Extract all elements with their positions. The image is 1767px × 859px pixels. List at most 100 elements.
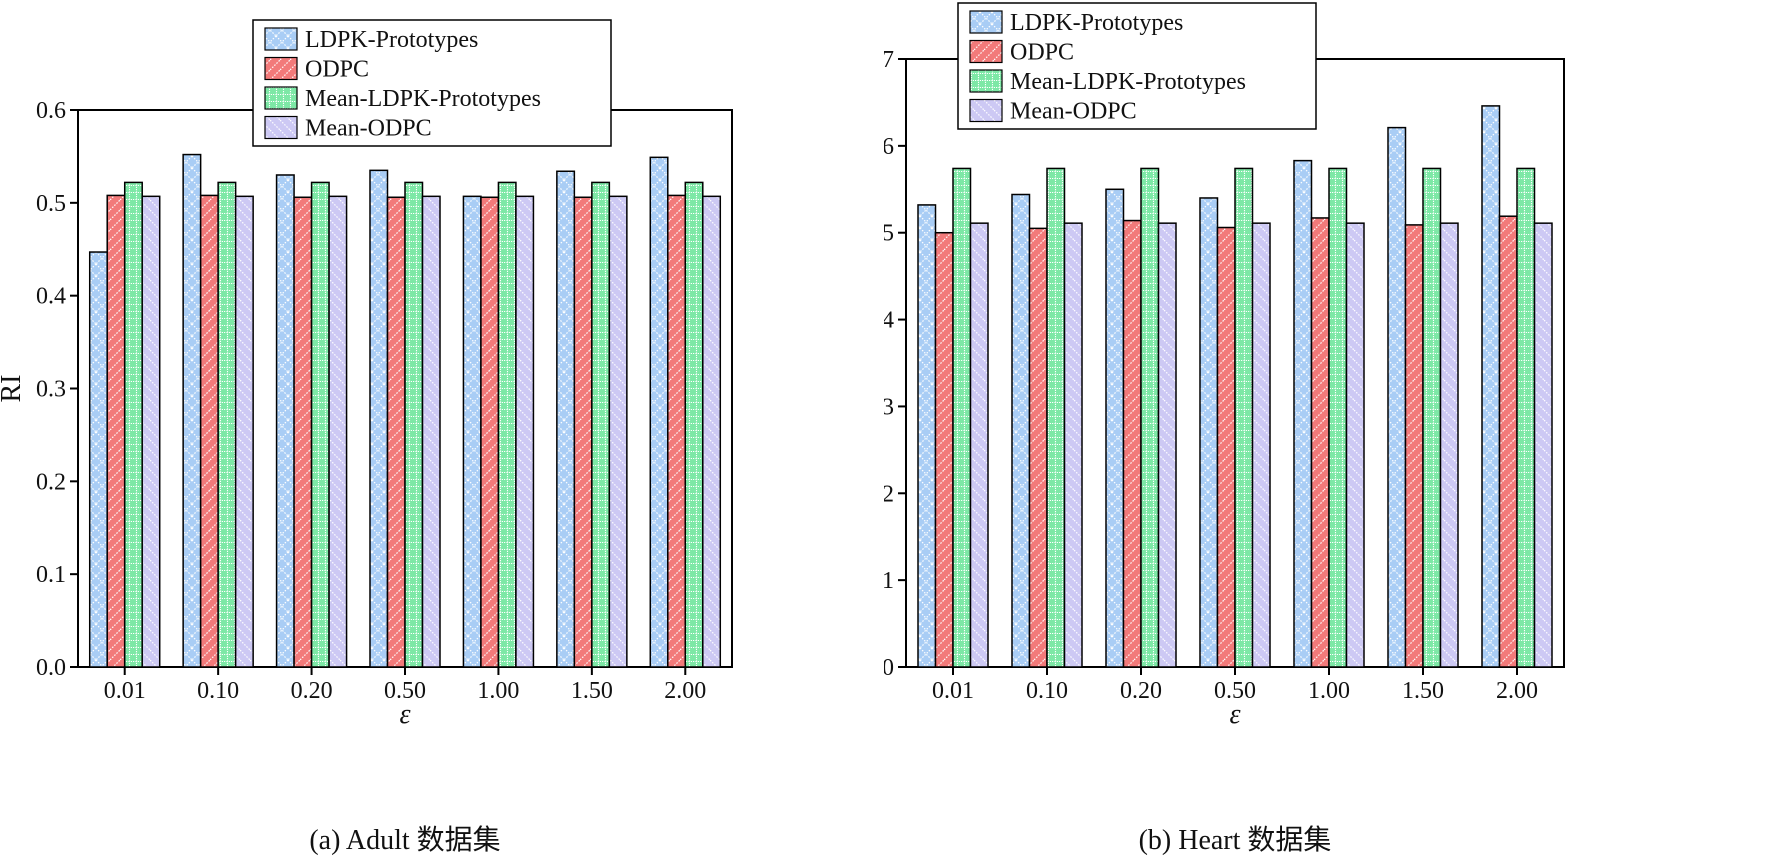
x-tick-label: 1.00 [1308,678,1350,704]
y-tick-label: 0.0 [36,655,66,681]
y-axis-title: RI [0,375,27,403]
bar-mean-ldpk-prototypes-1.00 [1328,167,1348,668]
bar-odpc-0.10 [199,194,219,668]
bar-odpc-0.20 [1122,219,1142,668]
x-tick-label: 0.20 [1120,678,1162,704]
chart-caption: (b) Heart 数据集 [1139,824,1332,856]
chart-svg: 0.0 0.1 0.2 0.3 0.4 0.5 0.6 0.01 0.10 0.20 0.50 1.0… [0,19,733,856]
bar-mean-ldpk-prototypes-0.10 [217,181,237,668]
y-tick-label: 0.0 [884,655,894,681]
legend-label: LDPK-Prototypes [1010,10,1183,36]
bar-odpc-1.50 [573,196,593,668]
x-tick-label: 0.50 [384,678,426,704]
bar-odpc-0.10 [1028,227,1048,668]
y-tick-label: 0.6 [36,98,66,124]
bar-mean-ldpk-prototypes-0.20 [1140,167,1160,668]
bar-odpc-2.00 [1498,215,1518,668]
bar-mean-odpc-0.10 [234,195,254,668]
legend-label: ODPC [305,57,369,83]
legend-swatch [264,86,298,110]
bar-mean-odpc-2.00 [702,195,722,668]
x-tick-label: 0.50 [1214,678,1256,704]
y-tick-label: 0.3 [36,377,66,403]
y-tick-label: 0.5 [884,221,894,247]
bar-mean-ldpk-prototypes-0.50 [1234,167,1254,668]
bar-ldpk-prototypes-0.10 [182,153,202,668]
bar-mean-ldpk-prototypes-0.01 [952,167,972,668]
bar-odpc-1.00 [1310,217,1330,668]
bar-mean-ldpk-prototypes-1.50 [1422,167,1442,668]
bar-mean-ldpk-prototypes-1.00 [497,181,517,668]
bar-odpc-0.50 [386,196,406,668]
bar-mean-odpc-0.50 [421,195,441,668]
legend-swatch [264,56,298,81]
legend-swatch [969,98,1003,123]
legend-swatch [969,69,1003,93]
legend-swatch [969,10,1003,34]
bar-mean-odpc-1.50 [1439,222,1459,668]
y-tick-label: 0.2 [884,481,894,507]
bar-ldpk-prototypes-0.01 [917,204,937,668]
bar-ldpk-prototypes-1.50 [1387,126,1407,668]
legend-box [252,19,612,147]
bar-mean-odpc-0.20 [1157,222,1177,668]
legend-swatch [264,115,298,140]
bar-mean-odpc-0.01 [141,195,161,668]
legend-label: Mean-LDPK-Prototypes [305,86,541,112]
legend-box [957,2,1317,130]
x-tick-label: 0.10 [197,678,239,704]
bar-mean-ldpk-prototypes-1.50 [591,181,611,668]
x-tick-label: 0.01 [932,678,974,704]
bar-mean-ldpk-prototypes-2.00 [1516,167,1536,668]
y-tick-label: 0.4 [884,308,894,334]
x-axis-title: ε [399,699,410,730]
x-tick-label: 1.00 [477,678,519,704]
bar-odpc-0.01 [934,231,954,668]
bar-mean-odpc-1.00 [515,195,535,668]
legend: LDPK-Prototypes ODPC Mean-LDPK-Prototypes M… [957,2,1317,130]
bar-ldpk-prototypes-0.20 [275,174,295,668]
y-tick-label: 0.2 [36,469,66,495]
y-tick-label: 0.5 [36,191,66,217]
bar-mean-ldpk-prototypes-2.00 [684,181,704,668]
bar-ldpk-prototypes-0.50 [369,169,389,668]
legend-swatch [969,39,1003,64]
bar-odpc-1.50 [1404,224,1424,668]
legend-label: Mean-ODPC [1010,99,1137,125]
x-tick-label: 0.10 [1026,678,1068,704]
bar-ldpk-prototypes-1.00 [1293,159,1313,668]
bar-mean-odpc-1.00 [1345,222,1365,668]
bar-mean-ldpk-prototypes-0.01 [123,181,143,668]
bar-ldpk-prototypes-0.01 [88,251,108,668]
chart-panel-heart: 0.0 0.1 0.2 0.3 0.4 0.5 0.6 0.7 0.01 0.10 0.20 0.50… [884,0,1767,859]
y-tick-label: 0.6 [884,134,894,160]
x-axis-title: ε [1229,699,1240,730]
x-tick-label: 1.50 [571,678,613,704]
y-tick-label: 0.4 [36,284,66,310]
bar-mean-odpc-1.50 [608,195,628,668]
bar-mean-odpc-0.20 [328,195,348,668]
legend-label: ODPC [1010,40,1074,66]
bar-odpc-2.00 [667,194,687,668]
bar-ldpk-prototypes-2.00 [1481,105,1501,668]
bar-odpc-0.50 [1216,226,1236,668]
chart-panel-adult: 0.0 0.1 0.2 0.3 0.4 0.5 0.6 0.01 0.10 0.20 0.50 1.0… [0,19,733,856]
bar-ldpk-prototypes-0.10 [1011,193,1031,668]
x-tick-label: 2.00 [664,678,706,704]
bar-mean-ldpk-prototypes-0.20 [310,181,330,668]
bar-mean-odpc-0.50 [1251,222,1271,668]
legend-label: Mean-LDPK-Prototypes [1010,69,1246,95]
y-tick-label: 0.1 [36,562,66,588]
x-tick-label: 2.00 [1496,678,1538,704]
bar-mean-ldpk-prototypes-0.10 [1046,167,1066,668]
x-tick-label: 0.20 [291,678,333,704]
x-tick-label: 1.50 [1402,678,1444,704]
y-tick-label: 0.1 [884,568,894,594]
bar-ldpk-prototypes-2.00 [649,156,669,668]
x-tick-label: 0.01 [104,678,146,704]
legend-label: Mean-ODPC [305,116,432,142]
legend: LDPK-Prototypes ODPC Mean-LDPK-Prototypes M… [252,19,612,147]
bar-ldpk-prototypes-0.50 [1199,197,1219,668]
bar-mean-odpc-2.00 [1533,222,1553,668]
bar-odpc-0.20 [293,196,313,668]
